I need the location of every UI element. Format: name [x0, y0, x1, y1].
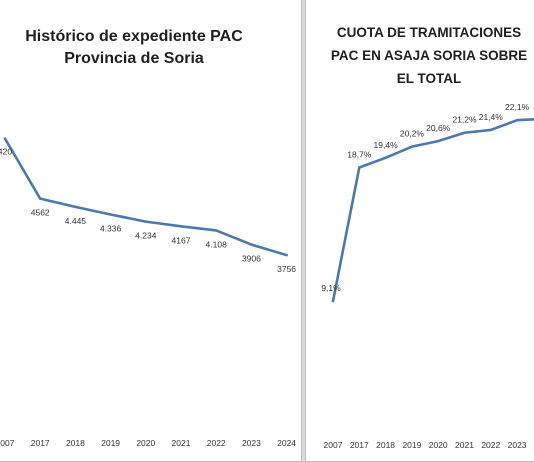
x-tick-label: 2017 — [350, 440, 369, 450]
chart-plot-expedientes: 420 2007 4562 2017 4.445 2018 4.336 2019 4.234 20… — [0, 137, 296, 448]
data-label: 20,6% — [426, 123, 451, 133]
data-label: 3756 — [277, 264, 296, 274]
x-tick-label: 2023 — [242, 438, 261, 448]
x-tick-label: 2007 — [0, 438, 15, 448]
x-tick-label: 2017 — [31, 438, 50, 448]
data-point — [109, 213, 112, 216]
data-label: 20,2% — [400, 129, 425, 139]
data-point — [215, 229, 218, 232]
data-point — [3, 137, 7, 140]
data-point — [74, 205, 77, 209]
x-tick-label: 2021 — [455, 440, 474, 450]
data-point — [489, 128, 492, 132]
data-point — [437, 139, 440, 143]
x-tick-label: 2022 — [207, 438, 226, 448]
data-label: 21,2% — [452, 115, 477, 125]
data-label: 4562 — [31, 208, 50, 218]
data-label: 3906 — [242, 254, 261, 264]
x-tick-label: 2020 — [429, 440, 448, 450]
data-label: 4.234 — [135, 231, 157, 241]
chart-title-line-1: CUOTA DE TRAMITACIONES — [336, 25, 522, 40]
data-label: 21,4% — [479, 112, 504, 122]
data-point — [358, 166, 361, 169]
chart-title-line-2: PAC EN ASAJA SORIA SOBRE — [330, 48, 528, 63]
x-tick-label: 2019 — [402, 440, 421, 450]
data-point — [331, 299, 335, 303]
x-tick-label: 2007 — [324, 440, 343, 450]
x-tick-label: 2021 — [172, 438, 191, 448]
x-tick-label: 2023 — [508, 440, 527, 450]
data-point — [463, 131, 466, 134]
data-label: 4167 — [172, 235, 191, 245]
data-label: 420 — [0, 147, 12, 157]
chart-title-expedientes: Histórico de expediente PAC Provincia de… — [0, 26, 269, 70]
data-point — [515, 119, 519, 122]
data-point — [39, 197, 42, 200]
chart-title-line-3: EL TOTAL — [396, 71, 462, 86]
chart-plot-cuota: 9,1% 2007 18,7% 2017 19,4% 2018 20,2% 2019 20,6%… — [321, 102, 534, 450]
data-label: 4.445 — [65, 216, 87, 226]
data-point — [410, 145, 414, 148]
chart-title-line-1: Histórico de expediente PAC — [25, 28, 243, 45]
data-label: 4.336 — [100, 223, 122, 233]
chart-panel-expedientes: Histórico de expediente PAC Provincia de… — [0, 0, 302, 462]
x-tick-label: 2022 — [481, 440, 500, 450]
data-label: 19,4% — [374, 140, 399, 150]
chart-panel-cuota: CUOTA DE TRAMITACIONES PAC EN ASAJA SORI… — [305, 0, 534, 462]
x-tick-label: 2024 — [277, 438, 296, 448]
data-point — [179, 225, 183, 228]
x-tick-label: 2018 — [66, 438, 85, 448]
data-label: 22,1% — [505, 102, 530, 112]
data-label: 9,1% — [321, 283, 341, 293]
data-label: 18,7% — [347, 150, 372, 160]
chart-title-line-2: Provincia de Soria — [64, 50, 204, 67]
x-tick-label: 2020 — [136, 438, 155, 448]
data-point — [250, 243, 253, 246]
data-point — [144, 220, 147, 223]
data-label: 4.108 — [206, 239, 228, 249]
data-point — [285, 253, 288, 257]
data-point — [384, 156, 387, 159]
series-line — [331, 118, 534, 303]
x-tick-label: 2018 — [376, 440, 395, 450]
chart-title-cuota: CUOTA DE TRAMITACIONES PAC EN ASAJA SORI… — [314, 21, 534, 90]
x-tick-label: 2019 — [101, 438, 120, 448]
